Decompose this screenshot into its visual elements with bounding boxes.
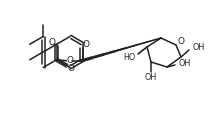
Text: O: O [82, 40, 89, 49]
Text: O: O [48, 38, 55, 47]
Text: HO: HO [123, 53, 135, 62]
Text: OH: OH [179, 60, 191, 68]
Text: O: O [67, 64, 74, 73]
Text: O: O [177, 38, 184, 46]
Text: O: O [66, 56, 73, 65]
Text: OH: OH [193, 44, 205, 53]
Text: OH: OH [145, 73, 157, 82]
